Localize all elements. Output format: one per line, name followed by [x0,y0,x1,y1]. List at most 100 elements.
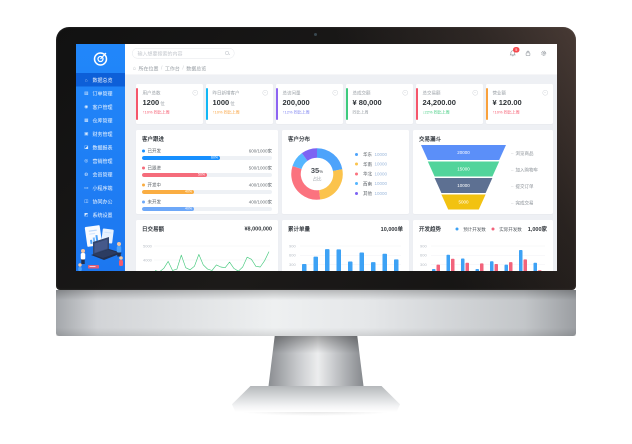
kpi-trend: ↓22% 同比上周 [422,110,450,115]
panel-head: 开发趋势 预计开发数 实际开发数 1,000家 [419,225,547,233]
kpi-card-total-deals: 总成交额 ¥ 80,000 同比上周 [346,84,413,124]
sidebar-item-label: 系统设置 [92,213,113,219]
followup-label: 未开发 [147,199,162,205]
overview-icon: ⌂ [84,77,88,83]
card-settings-icon[interactable] [402,90,408,96]
sidebar-item-mini-program[interactable]: ▭ 小程序端 [76,181,125,195]
kpi-value: 200,000 [282,98,310,108]
sidebar-item-label: 小程序端 [92,186,113,192]
sidebar-item-reports[interactable]: ◪ 数据报表 [76,141,125,155]
panel-title: 日交易额 [142,226,164,233]
panel-head: 日交易额 ¥8,000,000 [142,225,272,233]
card-settings-icon[interactable] [472,90,478,96]
breadcrumb-item-workbench[interactable]: 工作台 [164,66,180,73]
legend-dot [355,152,358,156]
card-settings-icon[interactable] [542,90,548,96]
kpi-value-suffix: 位 [160,101,165,106]
bar [336,249,341,271]
legend-dot [455,227,459,231]
legend-dot [355,172,358,176]
monitor-screen: ⌂ 数据总览 ▤ 订单管理 ◉ 客户管理 ▦ 仓库管理 ▣ 财务管理 ◪ 数据报表 ◎ 营销管理 ◍ 会员管理… [76,44,557,271]
bar-planned [432,269,436,271]
sidebar-item-customers[interactable]: ◉ 客户管理 [76,100,125,114]
funnel-tick: – [511,167,514,173]
grouped-bar-chart: 900 600 300 [420,243,545,271]
followup-value: 400/1000家 [248,199,272,205]
bar-actual [480,263,484,271]
kpi-trend: ↑10% 同比上周 [142,110,170,115]
legend-dot [142,183,145,187]
sidebar-item-marketing[interactable]: ◎ 营销管理 [76,154,125,168]
sidebar-item-collaboration[interactable]: ◫ 协同办公 [76,195,125,209]
sidebar-item-label: 财务管理 [92,132,113,138]
legend-name: 其他 [363,191,373,196]
bar [394,259,399,271]
kpi-label: 总成交额 [352,90,371,96]
breadcrumb-separator: / [161,65,163,72]
kpi-accent-bar [136,88,138,120]
sidebar-item-members[interactable]: ◍ 会员管理 [76,168,125,182]
search-input[interactable]: 输入想要搜索的内容 [132,47,235,59]
kpi-label-row: 总成交额 [352,90,408,97]
panel-title: 累计单量 [288,226,310,233]
panel-title: 交易漏斗 [419,136,441,143]
bar-planned [446,254,450,271]
funnel-label-text: 浏览商品 [515,151,534,156]
kpi-card-total-trade: 总交易额 24,200.00 ↓22% 同比上周 [416,84,483,124]
settings-gear-icon[interactable] [540,50,547,57]
kpi-accent-bar [416,88,418,120]
followup-value: 400/1000家 [248,182,272,188]
kpi-label: 用户总数 [142,90,161,96]
kpi-label: 总交易额 [422,90,441,96]
bar [348,261,353,271]
panel-title: 客户分布 [288,136,310,143]
warehouse-icon: ▦ [84,117,89,123]
funnel-label-text: 提交订单 [515,184,534,189]
sidebar-item-label: 营销管理 [92,159,113,165]
legend-dot [142,166,145,170]
panel-head: 累计单量 10,000单 [288,225,403,233]
collaboration-icon: ◫ [84,198,89,204]
card-settings-icon[interactable] [332,90,338,96]
y-axis-tick: 5000 [143,243,153,248]
panel-total: ¥8,000,000 [244,226,272,232]
legend-item: 实际开发数 [491,226,522,233]
sidebar-item-finance[interactable]: ▣ 财务管理 [76,127,125,141]
lock-icon[interactable] [525,50,532,57]
followup-row: 开发中 400/1000家 40% [142,182,272,194]
card-settings-icon[interactable] [262,90,268,96]
sidebar-item-overview[interactable]: ⌂ 数据总览 [76,73,125,87]
sidebar-item-system[interactable]: ◩ 系统设置 [76,208,125,222]
panel-order-volume: 累计单量 10,000单 900 600 300 [282,220,409,271]
followup-value: 500/1000家 [248,165,272,171]
sidebar-item-label: 数据总览 [92,78,113,84]
kpi-value: ¥ 120.00 [492,98,522,108]
card-settings-icon[interactable] [192,90,198,96]
kpi-value: ¥ 80,000 [352,98,382,108]
kpi-trend: ↑10% 同比上周 [212,110,240,115]
system-icon: ◩ [84,212,89,217]
legend-item: 华北 10000 [355,171,387,178]
app-logo[interactable] [76,44,125,73]
kpi-accent-bar [346,88,348,120]
bar [382,253,387,271]
sidebar-item-orders[interactable]: ▤ 订单管理 [76,87,125,101]
funnel-tick: – [511,150,514,156]
kpi-card-new-customers: 昨日新增客户 1000位 ↑10% 同比上周 [206,84,273,124]
bar-planned [519,250,523,271]
kpi-label-row: 昨日新增客户 [213,90,268,97]
kpi-card-revenue: 营业额 ¥ 120.00 ↑10% 同比上周 [486,84,553,124]
legend-name: 预计开发数 [463,226,486,232]
donut-slice [291,148,343,200]
search-icon[interactable] [225,50,230,56]
progress-fill: 50% [142,173,207,177]
panel-total: 10,000单 [380,226,403,233]
sidebar-item-warehouse[interactable]: ▦ 仓库管理 [76,114,125,128]
notification-bell-icon[interactable]: 5 [509,47,520,57]
progress-track: 60% [142,156,272,160]
bar-actual [436,264,440,271]
kpi-value: 1000位 [212,98,235,108]
breadcrumb: ⌂ 所在位置 / 工作台 / 数据总览 [125,62,557,75]
kpi-accent-bar [276,88,278,120]
